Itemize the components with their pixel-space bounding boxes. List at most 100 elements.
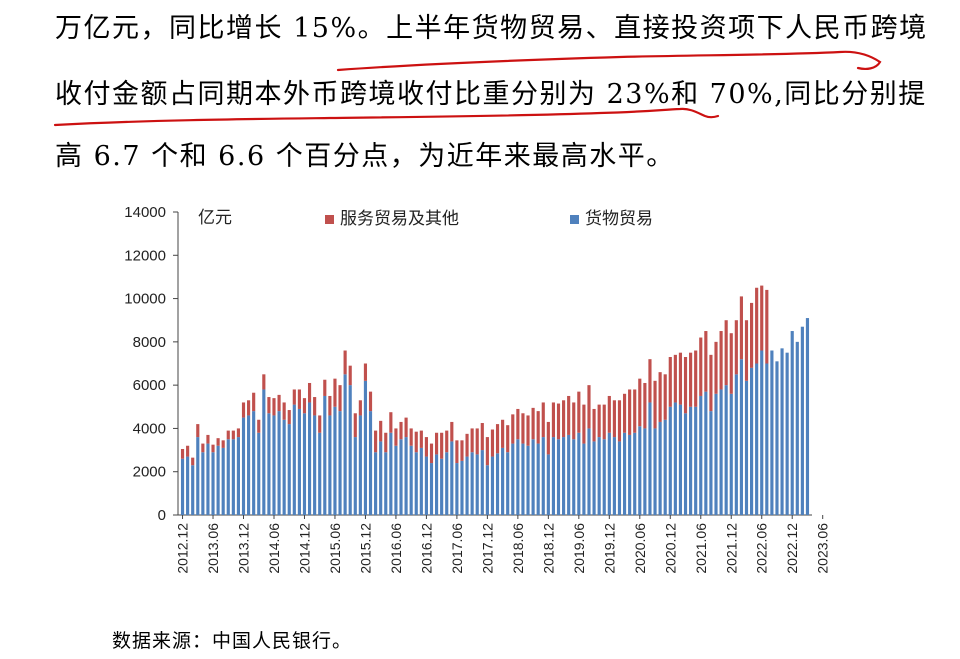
bar-services-other: [186, 445, 190, 457]
bar-goods-trade: [363, 380, 368, 515]
bar-services-other: [521, 413, 525, 444]
bar-services-other: [673, 354, 677, 403]
bar-goods-trade: [333, 406, 337, 515]
bar-goods-trade: [617, 441, 622, 515]
bar-goods-trade: [602, 439, 606, 515]
bar-goods-trade: [440, 458, 444, 515]
bar-goods-trade: [562, 437, 566, 515]
bar-services-other: [663, 374, 667, 420]
bar-services-other: [699, 337, 703, 396]
y-tick-label: 2000: [133, 464, 166, 481]
bar-services-other: [226, 430, 230, 440]
bar-services-other: [597, 404, 601, 438]
x-tick-label: 2023.06: [815, 523, 831, 574]
x-tick-label: 2021.12: [723, 523, 739, 574]
bar-services-other: [536, 411, 540, 444]
bar-goods-trade: [490, 456, 495, 515]
bar-goods-trade: [272, 415, 276, 515]
bar-services-other: [511, 414, 515, 444]
x-tick-label: 2012.12: [175, 523, 191, 574]
bar-services-other: [211, 444, 215, 453]
bar-services-other: [307, 382, 312, 403]
bar-services-other: [501, 419, 505, 448]
paragraph-line-1: 万亿元，同比增长 15%。上半年货物贸易、直接投资项下人民币跨境: [55, 13, 928, 44]
bar-services-other: [668, 357, 672, 407]
bar-services-other: [272, 398, 276, 416]
bar-services-other: [638, 378, 642, 427]
bar-goods-trade: [668, 406, 672, 515]
bar-services-other: [429, 443, 434, 464]
bar-goods-trade: [648, 402, 652, 515]
bar-services-other: [465, 433, 469, 457]
bar-services-other: [191, 457, 195, 466]
bar-goods-trade: [760, 350, 764, 515]
bar-services-other: [262, 374, 266, 390]
bar-goods-trade: [231, 439, 235, 515]
bar-services-other: [714, 341, 718, 394]
bar-services-other: [683, 357, 688, 414]
bar-services-other: [343, 350, 347, 375]
bar-services-other: [419, 430, 423, 448]
bar-goods-trade: [313, 415, 317, 515]
bar-services-other: [384, 432, 388, 453]
bar-services-other: [607, 395, 611, 433]
bar-goods-trade: [531, 439, 535, 515]
bar-goods-trade: [297, 408, 301, 515]
bar-goods-trade: [287, 424, 291, 515]
bar-goods-trade: [180, 458, 185, 515]
legend-label: 服务贸易及其他: [340, 209, 459, 229]
bar-services-other: [394, 428, 398, 446]
bar-goods-trade: [795, 341, 799, 515]
bar-services-other: [318, 415, 322, 433]
bar-services-other: [582, 404, 586, 444]
bar-services-other: [434, 432, 439, 455]
bar-goods-trade: [673, 402, 677, 515]
bar-services-other: [201, 443, 205, 453]
x-tick-label: 2018.12: [540, 523, 556, 574]
y-tick-label: 0: [158, 507, 166, 524]
bar-services-other: [622, 393, 627, 433]
bar-goods-trade: [424, 456, 428, 515]
bar-services-other: [719, 331, 723, 390]
bar-services-other: [379, 420, 383, 442]
bar-services-other: [180, 448, 185, 459]
x-tick-label: 2020.06: [632, 523, 648, 574]
paragraph-line-3: 高 6.7 个和 6.6 个百分点，为近年来最高水平。: [55, 141, 675, 172]
x-tick-label: 2018.06: [510, 523, 526, 574]
x-tick-label: 2020.12: [662, 523, 678, 574]
bar-services-other: [760, 285, 764, 351]
bar-services-other: [556, 403, 561, 440]
bar-services-other: [490, 429, 495, 457]
bar-services-other: [302, 398, 307, 414]
paragraph-line-2: 收付金额占同期本外币跨境收付比重分别为 23%和 70%,同比分别提: [55, 79, 927, 110]
bar-services-other: [678, 352, 683, 405]
bar-goods-trade: [749, 367, 754, 515]
bar-goods-trade: [551, 437, 556, 515]
bar-goods-trade: [323, 395, 327, 515]
x-tick-label: 2015.06: [327, 523, 343, 574]
legend-label: 货物贸易: [585, 209, 653, 229]
chart-legend: 服务贸易及其他 货物贸易: [325, 209, 653, 229]
bar-goods-trade: [663, 419, 667, 515]
bar-goods-trade: [597, 437, 601, 515]
bar-services-other: [252, 392, 256, 412]
bar-services-other: [633, 389, 637, 433]
bar-goods-trade: [744, 380, 749, 515]
bar-goods-trade: [226, 439, 230, 515]
bar-goods-trade: [236, 437, 241, 515]
bar-goods-trade: [338, 411, 342, 515]
bar-services-other: [653, 380, 657, 429]
bar-goods-trade: [775, 361, 779, 515]
bar-services-other: [445, 430, 449, 453]
bar-goods-trade: [450, 441, 454, 515]
bar-goods-trade: [592, 441, 596, 515]
bar-goods-trade: [511, 443, 515, 515]
bar-services-other: [587, 385, 591, 429]
bar-services-other: [414, 431, 418, 453]
bar-services-other: [358, 400, 362, 416]
bar-goods-trade: [247, 415, 251, 515]
bar-services-other: [739, 296, 743, 360]
bar-services-other: [221, 440, 225, 448]
bar-goods-trade: [567, 434, 571, 515]
y-tick-label: 8000: [133, 334, 166, 351]
